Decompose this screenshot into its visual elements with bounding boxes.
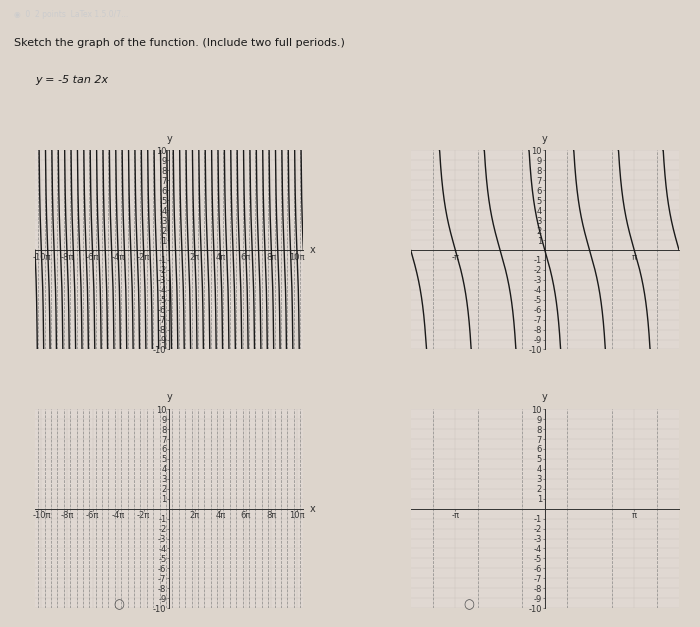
Text: y: y xyxy=(167,134,172,144)
Text: y = -5 tan 2x: y = -5 tan 2x xyxy=(35,75,108,85)
Text: y: y xyxy=(542,134,547,144)
Text: x: x xyxy=(310,503,316,514)
Text: ◉  0  2 points  LaTex 1.5.0/7...: ◉ 0 2 points LaTex 1.5.0/7... xyxy=(14,9,128,19)
Text: x: x xyxy=(310,245,316,255)
Text: y: y xyxy=(542,393,547,403)
Text: ○: ○ xyxy=(113,598,125,611)
Text: ○: ○ xyxy=(463,598,475,611)
Text: y: y xyxy=(167,393,172,403)
Text: Sketch the graph of the function. (Include two full periods.): Sketch the graph of the function. (Inclu… xyxy=(14,38,345,48)
